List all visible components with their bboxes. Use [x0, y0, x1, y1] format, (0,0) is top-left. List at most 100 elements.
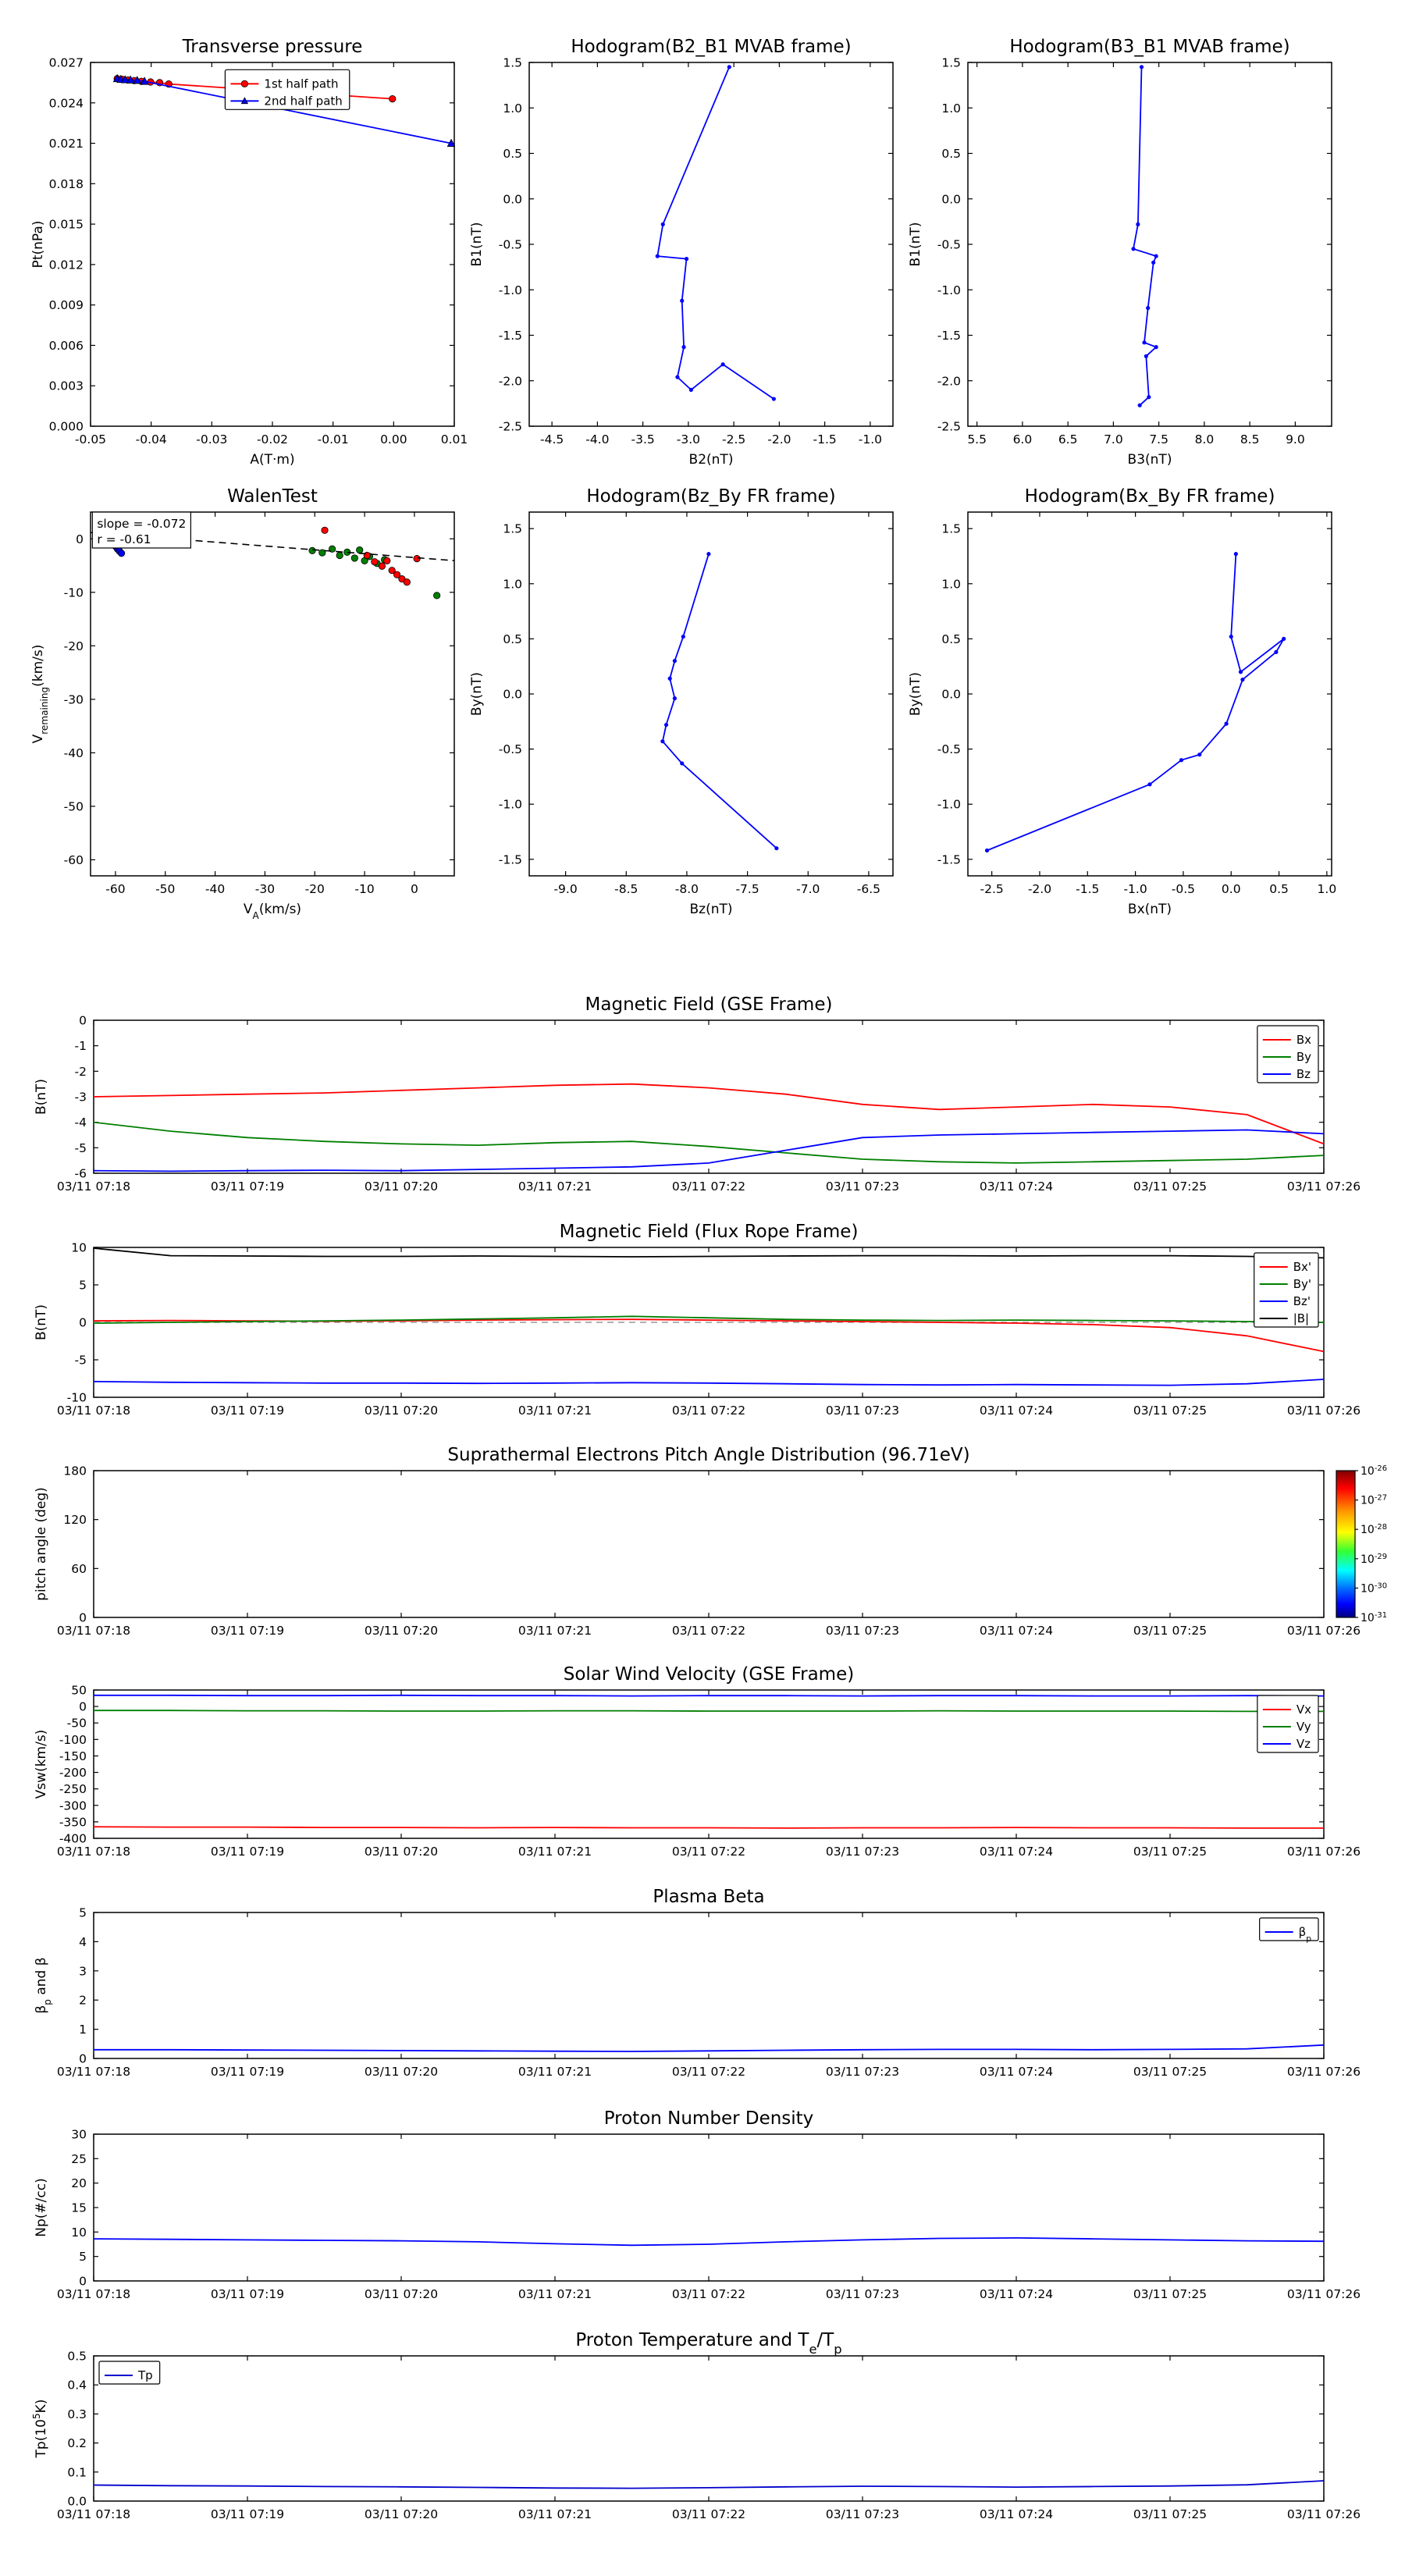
axes: 03/11 07:18 03/11 07:19 03/11 07:20 03/11 0… [57, 2350, 1361, 2522]
plot-area [93, 2236, 1325, 2247]
svg-text:-9.0: -9.0 [553, 882, 577, 896]
svg-text:03/11 07:26: 03/11 07:26 [1287, 1624, 1361, 1638]
axes: -0.05 -0.04 -0.03 -0.02 -0.01 0.00 0.01 0.000 0.… [49, 56, 468, 447]
svg-text:0.5: 0.5 [941, 632, 961, 646]
svg-text:-2.0: -2.0 [767, 432, 791, 447]
svg-text:6.5: 6.5 [1058, 432, 1078, 447]
svg-text:0.0: 0.0 [67, 2495, 87, 2509]
series-Tp [93, 2480, 1325, 2489]
svg-text:03/11 07:19: 03/11 07:19 [211, 2287, 284, 2301]
legend: Tp [98, 2361, 161, 2385]
svg-text:-30: -30 [255, 882, 275, 896]
svg-text:03/11 07:23: 03/11 07:23 [826, 2507, 899, 2521]
svg-text:03/11 07:26: 03/11 07:26 [1287, 1845, 1361, 1859]
plot-area [94, 2044, 1325, 2052]
x-axis-label: B2(nT) [689, 452, 734, 468]
chart-magnetic-field-gse: 03/11 07:18 03/11 07:19 03/11 07:20 03/11 0… [34, 994, 1361, 1194]
legend: βp [1259, 1917, 1319, 1944]
chart-plasma-beta: 03/11 07:18 03/11 07:19 03/11 07:20 03/11 0… [34, 1887, 1361, 2079]
svg-text:0.0: 0.0 [941, 192, 961, 206]
svg-text:-7.5: -7.5 [735, 882, 759, 896]
svg-text:3: 3 [79, 1964, 87, 1978]
svg-text:0.024: 0.024 [49, 96, 84, 110]
svg-text:-0.5: -0.5 [1172, 882, 1195, 896]
axes: -2.5 -2.0 -1.5 -1.0 -0.5 0.0 0.5 1.0 -1.5 -1.0 -0.… [937, 511, 1337, 896]
svg-text:03/11 07:18: 03/11 07:18 [57, 2287, 130, 2301]
svg-text:-3.0: -3.0 [677, 432, 700, 447]
markers-b3-b1 [1131, 65, 1158, 407]
legend: Bx By Bz [1257, 1025, 1319, 1083]
svg-text:-5: -5 [75, 1354, 87, 1368]
axes: -9.0 -8.5 -8.0 -7.5 -7.0 -6.5 -1.5 -1.0 -0.5 0.0 0… [499, 511, 894, 896]
series-Bx [93, 1083, 1325, 1145]
chart-hodogram-b2-b1: -4.5 -4.0 -3.5 -3.0 -2.5 -2.0 -1.5 -1.0 -2.5 -2.0… [469, 37, 894, 468]
svg-text:βp: βp [1299, 1925, 1312, 1944]
svg-text:03/11 07:18: 03/11 07:18 [57, 1404, 130, 1418]
svg-text:-6: -6 [75, 1167, 87, 1181]
svg-text:03/11 07:19: 03/11 07:19 [211, 1624, 284, 1638]
svg-text:03/11 07:26: 03/11 07:26 [1287, 1179, 1361, 1194]
plot-area [112, 73, 455, 147]
svg-text:-4.0: -4.0 [585, 432, 609, 447]
svg-text:-8.0: -8.0 [675, 882, 699, 896]
svg-text:180: 180 [63, 1464, 87, 1478]
svg-text:03/11 07:22: 03/11 07:22 [672, 2287, 745, 2301]
chart-title: Plasma Beta [653, 1887, 764, 1907]
svg-text:-1.0: -1.0 [937, 798, 961, 812]
svg-text:-0.04: -0.04 [136, 432, 167, 447]
y-axis-label: Vsw(km/s) [34, 1730, 49, 1799]
markers-2nd-half-path [112, 73, 455, 147]
svg-text:Bx': Bx' [1293, 1260, 1311, 1274]
svg-text:50: 50 [71, 1684, 87, 1698]
svg-text:03/11 07:20: 03/11 07:20 [365, 1624, 438, 1638]
y-axis-label: By(nT) [469, 672, 485, 716]
x-axis-label: VA(km/s) [244, 902, 301, 921]
svg-text:03/11 07:20: 03/11 07:20 [365, 1404, 438, 1418]
svg-text:0.0: 0.0 [941, 688, 961, 702]
svg-text:30: 30 [71, 2128, 87, 2142]
svg-text:03/11 07:25: 03/11 07:25 [1133, 2287, 1207, 2301]
svg-text:0.5: 0.5 [941, 147, 961, 161]
svg-text:By: By [1297, 1050, 1311, 1064]
x-axis-label: Bx(nT) [1128, 902, 1172, 917]
svg-text:03/11 07:24: 03/11 07:24 [980, 2065, 1053, 2079]
svg-text:0.015: 0.015 [49, 218, 84, 232]
plot-area [1131, 65, 1158, 407]
svg-text:-2.0: -2.0 [499, 374, 522, 388]
chart-solar-wind-velocity: 03/11 07:18 03/11 07:19 03/11 07:20 03/11 0… [34, 1664, 1361, 1859]
svg-text:03/11 07:23: 03/11 07:23 [826, 1624, 899, 1638]
series-Bz [93, 1129, 1325, 1172]
svg-text:0: 0 [79, 2275, 87, 2289]
svg-text:By': By' [1293, 1277, 1311, 1291]
svg-text:-200: -200 [59, 1766, 87, 1780]
svg-text:0.003: 0.003 [49, 379, 84, 393]
svg-text:1st half path: 1st half path [264, 76, 338, 91]
svg-text:1: 1 [79, 2023, 87, 2037]
svg-text:0.01: 0.01 [441, 432, 468, 447]
svg-text:0.5: 0.5 [1269, 882, 1289, 896]
svg-text:03/11 07:25: 03/11 07:25 [1133, 2507, 1207, 2521]
chart-title: Proton Number Density [604, 2108, 814, 2129]
svg-text:-1: -1 [75, 1039, 87, 1053]
svg-text:0.1: 0.1 [67, 2465, 87, 2479]
svg-text:-400: -400 [59, 1832, 87, 1846]
legend: Vx Vy Vz [1257, 1695, 1319, 1753]
y-axis-label: B1(nT) [908, 222, 923, 267]
series-B-mag [93, 1247, 1325, 1259]
svg-text:20: 20 [71, 2176, 87, 2190]
svg-text:-10: -10 [67, 1391, 87, 1405]
svg-text:1.0: 1.0 [941, 577, 961, 591]
svg-text:-50: -50 [155, 882, 175, 896]
legend: Bx' By' Bz' |B| [1254, 1252, 1319, 1328]
plot-area [655, 65, 776, 401]
svg-text:10-30: 10-30 [1361, 1582, 1387, 1596]
svg-text:-2.0: -2.0 [1028, 882, 1051, 896]
svg-text:7.5: 7.5 [1149, 432, 1168, 447]
svg-text:120: 120 [63, 1513, 87, 1527]
chart-hodogram-bz-by: -9.0 -8.5 -8.0 -7.5 -7.0 -6.5 -1.5 -1.0 -0.5 0.0 0… [469, 486, 894, 917]
svg-text:1.0: 1.0 [1318, 882, 1337, 896]
chart-title: Hodogram(B2_B1 MVAB frame) [571, 37, 851, 57]
svg-text:-20: -20 [64, 639, 84, 653]
svg-text:03/11 07:19: 03/11 07:19 [211, 2507, 284, 2521]
chart-title: Suprathermal Electrons Pitch Angle Distr… [447, 1445, 969, 1465]
